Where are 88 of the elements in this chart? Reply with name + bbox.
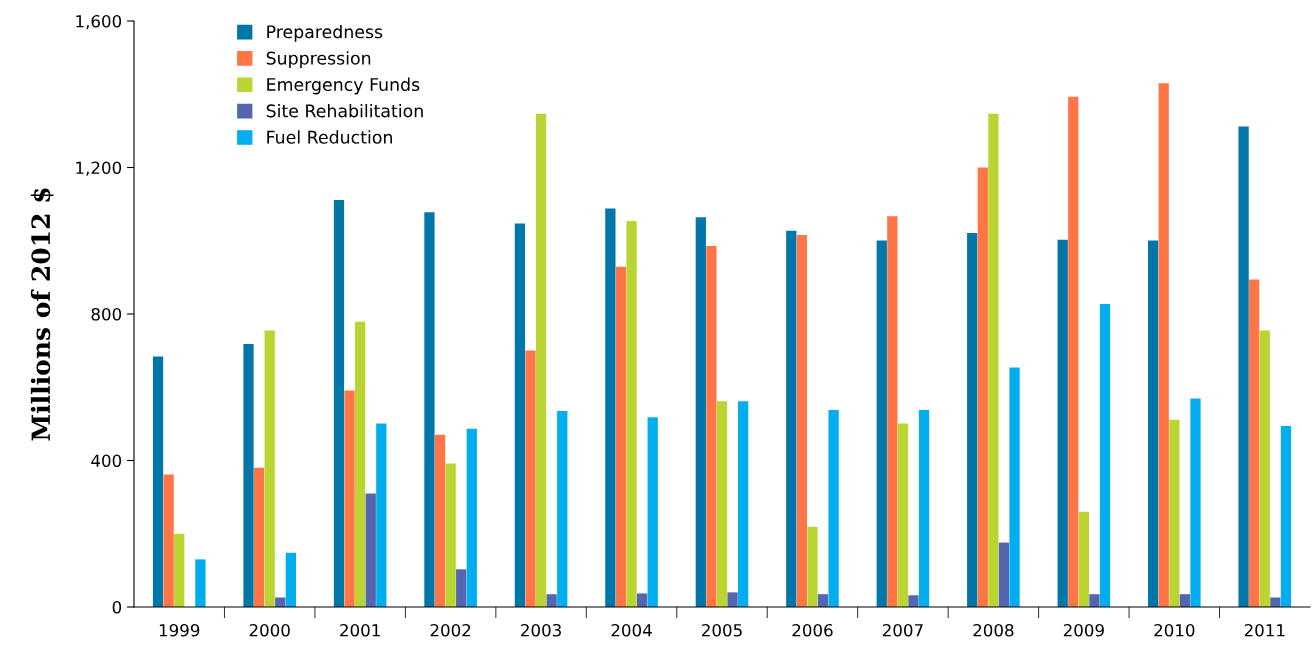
x-tick-label: 2006	[792, 623, 833, 637]
bar	[466, 428, 477, 607]
x-tick-label: 2008	[973, 623, 1014, 637]
legend-label: Preparedness	[267, 24, 383, 42]
bar	[1057, 239, 1068, 607]
bar	[897, 423, 909, 607]
bar	[355, 321, 366, 607]
bar	[1089, 594, 1100, 607]
bar	[807, 526, 818, 607]
bar	[626, 220, 637, 607]
bar	[1169, 419, 1180, 607]
bar	[525, 350, 536, 607]
bar	[1238, 126, 1249, 607]
bar	[796, 234, 808, 607]
bar	[647, 417, 658, 607]
bar	[1009, 367, 1020, 607]
bar	[918, 409, 930, 607]
bar	[456, 569, 467, 607]
bar	[1099, 304, 1111, 607]
legend-label: Emergency Funds	[267, 77, 420, 95]
bar	[546, 594, 557, 607]
y-tick-label: 800	[91, 307, 122, 321]
bar	[828, 409, 839, 607]
bar	[716, 401, 728, 607]
x-tick-label: 2005	[702, 623, 742, 637]
y-axis-title: Millions of 2012 $	[30, 188, 54, 441]
x-tick-label: 2007	[882, 623, 923, 637]
bar	[605, 208, 616, 607]
bar	[1158, 83, 1169, 607]
legend-label: Site Rehabilitation	[266, 103, 423, 118]
bar	[514, 223, 526, 607]
bar	[1179, 594, 1191, 607]
bar	[174, 533, 185, 607]
bar	[887, 216, 898, 607]
bar	[908, 595, 919, 607]
legend-label: Fuel Reduction	[267, 130, 392, 144]
x-tick-label: 2009	[1063, 623, 1104, 637]
bar	[424, 212, 435, 607]
x-tick-label: 1999	[159, 623, 200, 637]
bar	[988, 113, 999, 607]
bar	[445, 463, 456, 607]
bar	[152, 356, 164, 607]
x-tick-label: 2010	[1154, 623, 1195, 637]
bar	[615, 266, 627, 607]
bar	[1078, 511, 1089, 607]
bar	[977, 167, 988, 607]
bar	[264, 330, 275, 607]
bar	[253, 467, 265, 607]
bar	[275, 597, 286, 607]
x-tick-label: 2002	[430, 623, 471, 637]
bar	[998, 542, 1010, 607]
bar	[1259, 330, 1270, 607]
y-tick-label: 400	[91, 454, 122, 468]
bar	[333, 200, 345, 607]
bar	[636, 593, 648, 607]
bar	[434, 434, 446, 607]
bar	[1068, 96, 1079, 607]
bar	[695, 217, 706, 607]
bar	[285, 552, 296, 607]
y-tick-label: 1,600	[76, 14, 122, 30]
bar	[1148, 240, 1159, 607]
bar	[706, 245, 717, 607]
bar	[967, 233, 978, 607]
y-tick-label: 1,200	[76, 161, 122, 176]
bar	[535, 113, 547, 607]
bar	[817, 594, 829, 607]
bar	[365, 493, 376, 607]
bar	[738, 401, 749, 607]
x-tick-label: 2004	[611, 623, 652, 637]
bar	[163, 474, 174, 607]
bar	[1249, 279, 1260, 607]
x-tick-label: 2000	[249, 623, 290, 637]
bar	[557, 411, 568, 607]
bar	[1270, 597, 1281, 607]
x-tick-label: 2011	[1244, 623, 1285, 637]
bar	[195, 559, 206, 607]
bar	[1190, 398, 1201, 607]
bar	[727, 592, 738, 607]
legend-label: Suppression	[266, 51, 371, 69]
bar	[876, 240, 887, 607]
bar	[243, 344, 254, 607]
x-tick-label: 2001	[340, 623, 380, 637]
bar	[786, 230, 797, 607]
x-tick-label: 2003	[521, 623, 561, 637]
y-tick-label: 0	[112, 600, 122, 614]
bar	[344, 390, 355, 607]
bar	[1280, 426, 1292, 607]
bar	[376, 423, 387, 607]
